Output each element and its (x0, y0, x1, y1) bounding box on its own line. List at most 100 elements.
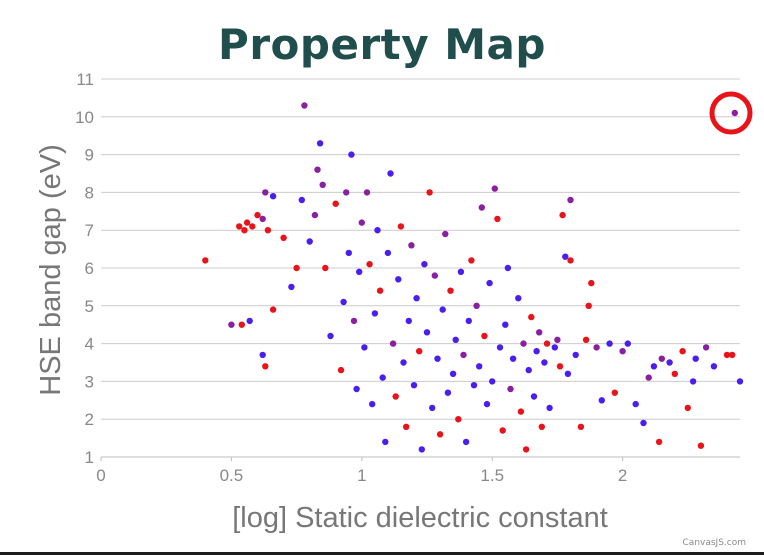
data-point[interactable] (520, 340, 527, 347)
data-point[interactable] (567, 196, 574, 204)
data-point[interactable] (502, 321, 509, 328)
data-point[interactable] (585, 302, 592, 309)
data-point[interactable] (452, 336, 459, 343)
data-point[interactable] (249, 223, 256, 230)
data-point[interactable] (564, 370, 572, 377)
data-point[interactable] (692, 355, 699, 362)
data-point[interactable] (655, 438, 663, 446)
data-point[interactable] (494, 215, 501, 223)
data-point[interactable] (538, 423, 545, 430)
data-point[interactable] (470, 382, 478, 389)
data-point[interactable] (358, 219, 365, 226)
data-point[interactable] (556, 363, 564, 370)
data-point[interactable] (418, 446, 425, 453)
data-point[interactable] (572, 351, 579, 359)
data-point[interactable] (379, 374, 386, 381)
data-point[interactable] (262, 363, 269, 370)
data-point[interactable] (468, 257, 475, 264)
data-point[interactable] (400, 359, 407, 366)
data-point[interactable] (348, 151, 355, 158)
data-point[interactable] (238, 321, 245, 328)
data-point[interactable] (507, 385, 514, 393)
data-point[interactable] (588, 279, 595, 287)
data-point[interactable] (423, 329, 431, 336)
data-point[interactable] (332, 200, 339, 207)
data-point[interactable] (246, 317, 253, 325)
data-point[interactable] (577, 423, 585, 430)
data-point[interactable] (345, 249, 352, 257)
data-point[interactable] (496, 344, 504, 351)
data-point[interactable] (541, 359, 548, 366)
data-point[interactable] (374, 227, 381, 234)
data-point[interactable] (429, 404, 436, 412)
data-point[interactable] (679, 348, 686, 355)
data-point[interactable] (322, 264, 329, 272)
data-point[interactable] (645, 374, 652, 381)
data-point[interactable] (316, 140, 324, 147)
data-point[interactable] (689, 378, 697, 385)
data-point[interactable] (202, 257, 209, 264)
data-point[interactable] (473, 302, 480, 309)
data-point[interactable] (259, 351, 266, 359)
data-point[interactable] (343, 189, 350, 196)
data-point[interactable] (593, 344, 600, 351)
data-point[interactable] (509, 355, 517, 362)
data-point[interactable] (439, 306, 446, 313)
data-point[interactable] (395, 276, 402, 283)
data-point[interactable] (293, 264, 300, 272)
data-point[interactable] (486, 279, 493, 287)
data-point[interactable] (478, 204, 485, 211)
data-point[interactable] (384, 249, 392, 257)
data-point[interactable] (462, 438, 470, 446)
data-point[interactable] (528, 313, 535, 321)
data-point[interactable] (228, 321, 235, 328)
data-point[interactable] (533, 348, 540, 355)
data-point[interactable] (449, 370, 457, 377)
data-point[interactable] (481, 332, 488, 340)
data-point[interactable] (489, 378, 496, 385)
data-point[interactable] (413, 295, 420, 302)
data-point[interactable] (671, 370, 678, 377)
data-point[interactable] (397, 223, 405, 230)
data-point[interactable] (598, 397, 605, 404)
data-point[interactable] (431, 272, 438, 279)
data-point[interactable] (666, 359, 673, 366)
data-point[interactable] (371, 310, 379, 317)
data-point[interactable] (340, 298, 347, 306)
data-point[interactable] (327, 332, 334, 340)
data-point[interactable] (460, 351, 467, 359)
data-point[interactable] (311, 211, 319, 219)
data-point[interactable] (405, 317, 412, 325)
data-point[interactable] (436, 431, 444, 438)
data-point[interactable] (269, 306, 277, 313)
data-point[interactable] (314, 166, 321, 173)
data-point[interactable] (444, 389, 452, 396)
data-point[interactable] (619, 348, 626, 355)
data-point[interactable] (729, 351, 736, 359)
data-point[interactable] (434, 355, 441, 362)
data-point[interactable] (710, 363, 718, 370)
data-point[interactable] (731, 109, 738, 117)
data-point[interactable] (392, 393, 399, 400)
data-point[interactable] (363, 189, 371, 196)
data-point[interactable] (517, 408, 525, 415)
data-point[interactable] (350, 317, 358, 325)
data-point[interactable] (504, 264, 512, 272)
data-point[interactable] (525, 366, 532, 374)
data-point[interactable] (236, 223, 243, 230)
data-point[interactable] (606, 340, 613, 347)
data-point[interactable] (632, 400, 639, 408)
data-point[interactable] (554, 336, 561, 343)
data-point[interactable] (562, 253, 569, 260)
data-point[interactable] (559, 211, 566, 219)
data-point[interactable] (421, 261, 428, 268)
data-point[interactable] (684, 404, 691, 412)
data-point[interactable] (582, 336, 590, 343)
data-point[interactable] (499, 427, 506, 434)
data-point[interactable] (546, 404, 553, 412)
data-point[interactable] (410, 382, 418, 389)
data-point[interactable] (551, 344, 558, 351)
data-point[interactable] (515, 295, 522, 302)
data-point[interactable] (298, 196, 305, 204)
data-point[interactable] (389, 340, 397, 347)
